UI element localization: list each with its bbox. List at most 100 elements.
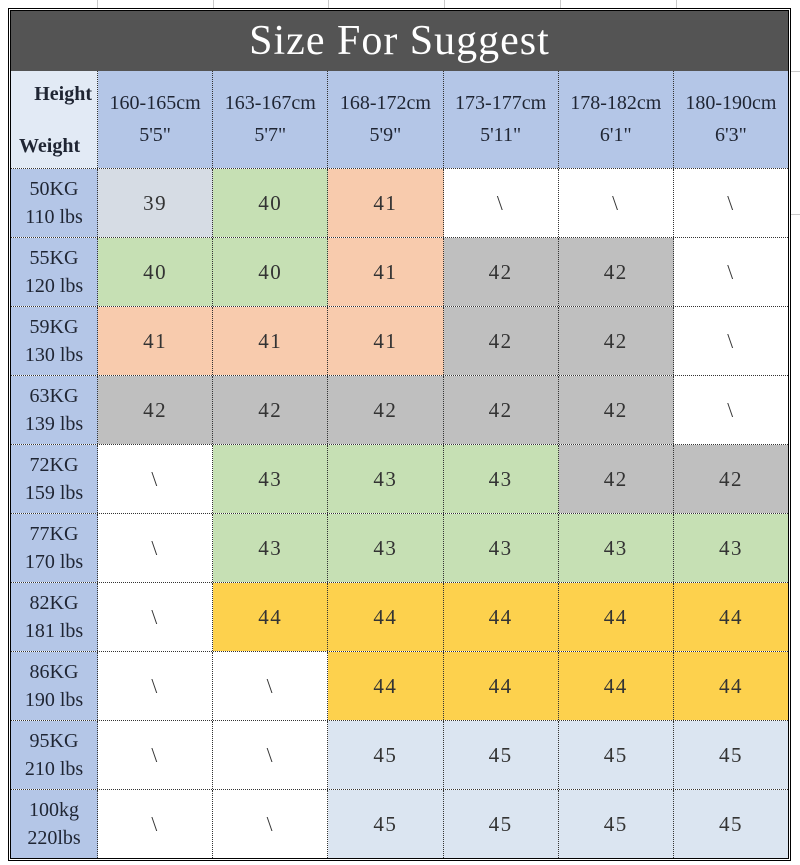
size-value: \ — [151, 535, 159, 560]
size-value: 44 — [488, 673, 513, 698]
table-body: 50KG 110 lbs 39 40 41 \ \ \ 55KG 120 lbs 40 40 41 42 4… — [11, 169, 789, 858]
column-header: 180-190cm 6'3" — [673, 71, 789, 168]
size-value: 44 — [488, 604, 513, 629]
gridline-stub — [560, 0, 561, 8]
size-cell: 42 — [673, 445, 789, 513]
size-cell: \ — [98, 721, 214, 789]
size-cell: 43 — [213, 514, 329, 582]
column-header-ft: 5'7" — [254, 124, 287, 146]
corner-weight-label: Weight — [19, 135, 81, 157]
column-header-cm: 163-167cm — [224, 92, 316, 114]
size-cell: 43 — [443, 445, 559, 513]
size-cell: \ — [98, 445, 214, 513]
row-header-kg: 86KG — [29, 660, 79, 683]
size-value: 45 — [373, 811, 398, 836]
size-cell: 43 — [558, 514, 674, 582]
size-cell: 45 — [673, 721, 789, 789]
size-value: 42 — [603, 466, 628, 491]
table-row: 82KG 181 lbs \ 44 44 44 44 44 — [11, 583, 789, 652]
size-value: 44 — [373, 604, 398, 629]
row-header-kg: 55KG — [29, 246, 79, 269]
row-header-lbs: 181 lbs — [24, 619, 84, 642]
size-value: 43 — [373, 466, 398, 491]
gridline-stub — [97, 0, 98, 8]
header-row: Height Weight 160-165cm 5'5" 163-167cm 5'7"… — [11, 71, 789, 169]
size-value: 41 — [373, 328, 398, 353]
size-value: 43 — [258, 466, 283, 491]
table-row: 50KG 110 lbs 39 40 41 \ \ \ — [11, 169, 789, 238]
size-cell: 45 — [673, 790, 789, 858]
size-cell: \ — [443, 169, 559, 237]
size-value: 42 — [258, 397, 283, 422]
size-value: 44 — [373, 673, 398, 698]
gridline-stub — [791, 71, 800, 72]
size-cell: 43 — [328, 445, 444, 513]
row-header: 59KG 130 lbs — [11, 307, 98, 375]
size-cell: 42 — [213, 376, 329, 444]
row-header-kg: 59KG — [29, 315, 79, 338]
column-header: 168-172cm 5'9" — [328, 71, 444, 168]
size-value: 42 — [603, 328, 628, 353]
size-value: 42 — [488, 397, 513, 422]
table-title: Size For Suggest — [249, 18, 550, 64]
row-header-kg: 95KG — [29, 729, 79, 752]
table-row: 63KG 139 lbs 42 42 42 42 42 \ — [11, 376, 789, 445]
size-cell: 40 — [98, 238, 214, 306]
row-header-kg: 72KG — [29, 453, 79, 476]
size-cell: \ — [98, 652, 214, 720]
size-value: 42 — [488, 259, 513, 284]
size-cell: 44 — [443, 583, 559, 651]
row-header-lbs: 159 lbs — [24, 481, 84, 504]
size-value: 42 — [373, 397, 398, 422]
size-value: 39 — [143, 190, 168, 215]
size-cell: 41 — [328, 307, 444, 375]
size-cell: 44 — [558, 652, 674, 720]
size-value: \ — [727, 259, 735, 284]
size-cell: 42 — [328, 376, 444, 444]
size-cell: 45 — [328, 790, 444, 858]
size-value: 42 — [488, 328, 513, 353]
size-cell: 44 — [443, 652, 559, 720]
gridline-stub — [444, 0, 445, 8]
row-header-kg: 50KG — [29, 177, 79, 200]
size-value: \ — [151, 604, 159, 629]
size-value: 40 — [258, 190, 283, 215]
size-value: 44 — [718, 673, 743, 698]
size-cell: 45 — [558, 721, 674, 789]
size-value: 45 — [488, 811, 513, 836]
table-row: 55KG 120 lbs 40 40 41 42 42 \ — [11, 238, 789, 307]
size-value: 44 — [258, 604, 283, 629]
size-cell: 41 — [98, 307, 214, 375]
size-value: 42 — [143, 397, 168, 422]
row-header-lbs: 170 lbs — [24, 550, 84, 573]
size-value: 43 — [488, 466, 513, 491]
row-header-lbs: 110 lbs — [25, 205, 83, 228]
size-cell: \ — [673, 307, 789, 375]
row-header-lbs: 210 lbs — [24, 757, 84, 780]
size-cell: 42 — [558, 307, 674, 375]
row-header: 86KG 190 lbs — [11, 652, 98, 720]
size-value: 43 — [373, 535, 398, 560]
row-header: 63KG 139 lbs — [11, 376, 98, 444]
size-cell: 44 — [213, 583, 329, 651]
size-value: 40 — [143, 259, 168, 284]
size-cell: 42 — [558, 376, 674, 444]
size-cell: 41 — [328, 238, 444, 306]
size-cell: \ — [98, 790, 214, 858]
size-value: 41 — [258, 328, 283, 353]
column-header-ft: 5'11" — [480, 124, 522, 146]
size-value: \ — [496, 190, 505, 215]
column-header: 178-182cm 6'1" — [558, 71, 674, 168]
size-cell: 45 — [443, 721, 559, 789]
column-header-cm: 173-177cm — [455, 92, 547, 114]
corner-cell: Height Weight — [11, 71, 98, 168]
size-value: \ — [151, 811, 159, 836]
size-value: \ — [727, 328, 735, 353]
size-value: \ — [612, 190, 620, 215]
size-value: \ — [266, 673, 274, 698]
size-cell: 40 — [213, 238, 329, 306]
size-cell: 41 — [328, 169, 444, 237]
size-value: 45 — [718, 811, 743, 836]
column-header-ft: 5'9" — [369, 124, 402, 146]
